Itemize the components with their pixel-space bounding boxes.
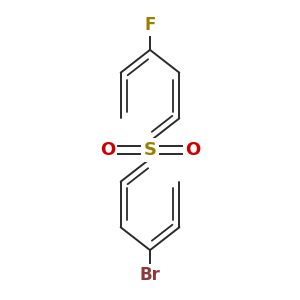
Text: O: O bbox=[100, 141, 115, 159]
Text: Br: Br bbox=[140, 266, 160, 284]
Text: S: S bbox=[143, 141, 157, 159]
Text: F: F bbox=[144, 16, 156, 34]
Text: O: O bbox=[185, 141, 200, 159]
